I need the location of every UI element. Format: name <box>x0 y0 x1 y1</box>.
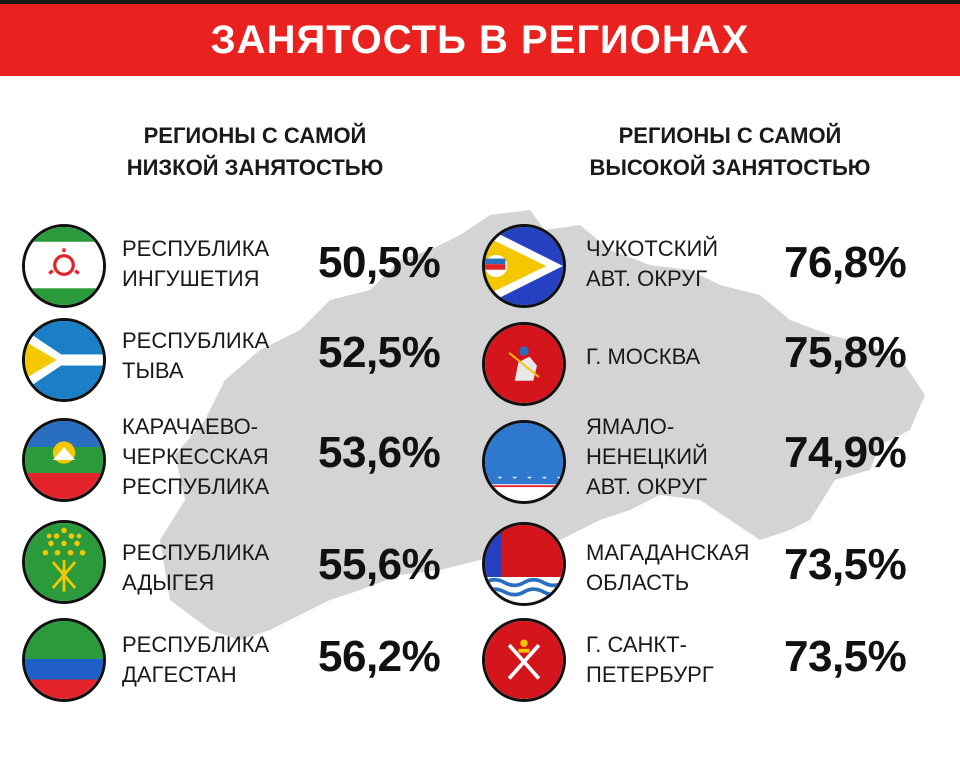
employment-value: 74,9% <box>784 428 907 477</box>
employment-value: 53,6% <box>318 428 441 477</box>
high-employment-heading: РЕГИОНЫ С САМОЙ ВЫСОКОЙ ЗАНЯТОСТЬЮ <box>589 123 871 180</box>
region-name: РЕСПУБЛИКА АДЫГЕЯ <box>122 540 270 595</box>
employment-value: 76,8% <box>784 238 907 287</box>
saint-petersburg-flag-icon <box>482 618 566 702</box>
title-banner: ЗАНЯТОСТЬ В РЕГИОНАХ <box>0 0 960 76</box>
employment-value: 73,5% <box>784 540 907 589</box>
chukotka-flag-icon <box>482 224 566 308</box>
employment-value: 56,2% <box>318 632 441 681</box>
region-name: Г. САНКТ- ПЕТЕРБУРГ <box>586 632 714 687</box>
yamalo-nenets-flag-icon <box>482 420 566 504</box>
page-title: ЗАНЯТОСТЬ В РЕГИОНАХ <box>210 17 750 62</box>
employment-value: 73,5% <box>784 632 907 681</box>
region-name: РЕСПУБЛИКА ИНГУШЕТИЯ <box>122 236 270 291</box>
karachay-cherkessia-flag-icon <box>22 418 106 502</box>
region-name: КАРАЧАЕВО- ЧЕРКЕССКАЯ РЕСПУБЛИКА <box>122 414 270 499</box>
region-name: ЯМАЛО- НЕНЕЦКИЙ АВТ. ОКРУГ <box>586 414 708 499</box>
region-name: МАГАДАНСКАЯ ОБЛАСТЬ <box>586 540 750 595</box>
employment-value: 75,8% <box>784 328 907 377</box>
region-name: ЧУКОТСКИЙ АВТ. ОКРУГ <box>586 236 719 291</box>
region-name: Г. МОСКВА <box>586 344 701 369</box>
tuva-flag-icon <box>22 318 106 402</box>
employment-value: 55,6% <box>318 540 441 589</box>
adygea-flag-icon <box>22 520 106 604</box>
magadan-flag-icon <box>482 522 566 606</box>
moscow-flag-icon <box>482 322 566 406</box>
employment-value: 50,5% <box>318 238 441 287</box>
region-name: РЕСПУБЛИКА ТЫВА <box>122 328 270 383</box>
employment-value: 52,5% <box>318 328 441 377</box>
ingushetia-flag-icon <box>22 224 106 308</box>
dagestan-flag-icon <box>22 618 106 702</box>
low-employment-heading: РЕГИОНЫ С САМОЙ НИЗКОЙ ЗАНЯТОСТЬЮ <box>126 123 384 180</box>
region-name: РЕСПУБЛИКА ДАГЕСТАН <box>122 632 270 687</box>
